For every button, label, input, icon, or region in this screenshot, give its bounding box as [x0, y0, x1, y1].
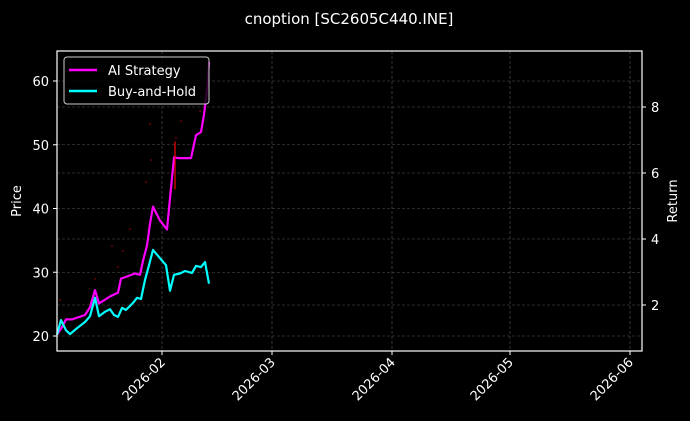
y-tick-label: 20: [32, 330, 49, 345]
plot-frame: [56, 50, 643, 352]
chart-title: cnoption [SC2605C440.INE]: [245, 10, 454, 28]
y2-tick-label: 6: [651, 167, 659, 182]
legend-label-ai-strategy: AI Strategy: [108, 64, 181, 79]
x-tick-label: 2026-02: [120, 355, 169, 404]
x-tick-label: 2026-06: [588, 355, 637, 404]
y2-tick-label: 8: [651, 101, 659, 116]
legend: AI Strategy Buy-and-Hold: [63, 56, 210, 105]
legend-label-buy-and-hold: Buy-and-Hold: [108, 85, 196, 100]
x-axis: 2026-02 2026-03 2026-04 2026-05 2026-06: [120, 351, 637, 404]
plot-series: [55, 61, 211, 336]
y-tick-label: 40: [32, 203, 49, 218]
x-tick-label: 2026-05: [468, 355, 517, 404]
y2-tick-label: 4: [651, 233, 659, 248]
y2-tick-label: 2: [651, 299, 659, 314]
line-ai-strategy: [56, 61, 211, 336]
x-tick-label: 2026-03: [230, 355, 279, 404]
y-axis-label: Price: [10, 185, 25, 217]
x-tick-label: 2026-04: [350, 355, 399, 404]
line-buy-and-hold: [55, 248, 211, 336]
y-tick-label: 50: [32, 139, 49, 154]
y-tick-label: 30: [32, 266, 49, 281]
y2-axis-label: Return: [666, 179, 681, 222]
y-axis-left: 20 30 40 50 60: [32, 75, 57, 345]
y-tick-label: 60: [32, 75, 49, 90]
y-axis-right: 2 4 6 8: [642, 101, 659, 314]
